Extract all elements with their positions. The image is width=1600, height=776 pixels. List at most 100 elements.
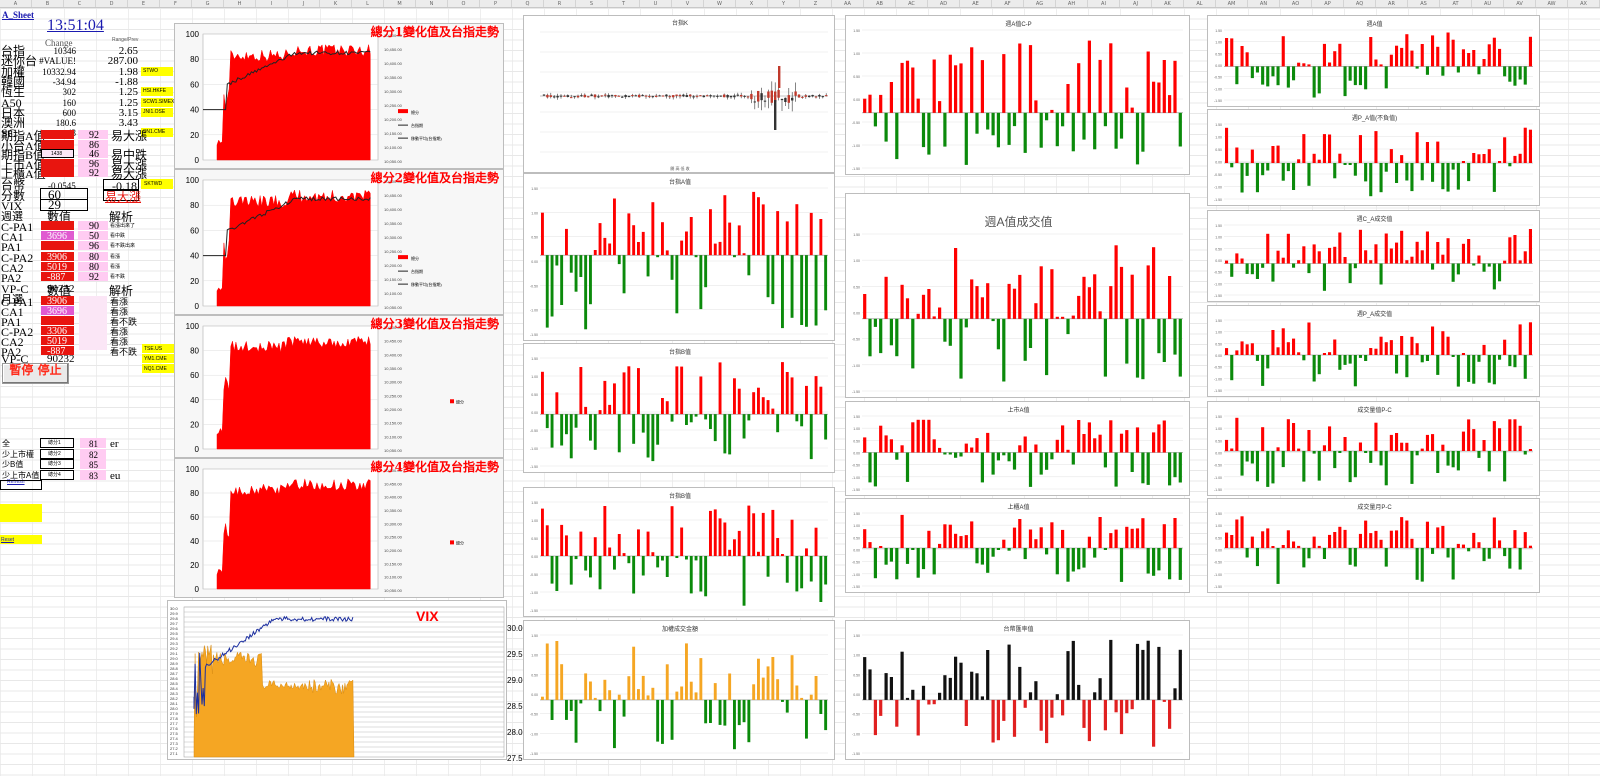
column-header[interactable]: AD [928,0,960,7]
tag-cell[interactable] [141,87,173,97]
chart-title: 總分3變化值及台指走勢 [371,316,499,331]
refresh-link[interactable]: Refresh [7,479,25,485]
monthly-row-bar[interactable] [41,306,74,315]
weekly-row-bar[interactable] [41,241,74,251]
column-header[interactable]: AT [1440,0,1472,7]
column-header[interactable]: AC [896,0,928,7]
column-header[interactable]: AU [1472,0,1504,7]
weekly-row-bar[interactable] [41,251,74,261]
column-header[interactable]: AN [1248,0,1280,7]
a-value-box[interactable] [41,149,74,159]
column-header[interactable]: AK [1152,0,1184,7]
column-header[interactable]: AG [1024,0,1056,7]
column-header[interactable]: S [576,0,608,7]
a-value-bar[interactable] [41,139,74,149]
column-header[interactable]: Q [512,0,544,7]
y-tick-label: 29.2 [170,646,179,651]
column-header[interactable]: AM [1216,0,1248,7]
monthly-row-bar[interactable] [41,346,74,355]
column-header[interactable]: AH [1056,0,1088,7]
score-row-box[interactable] [40,469,74,480]
score-row-box[interactable] [40,438,74,448]
tag-cell[interactable] [142,364,174,373]
column-header[interactable]: AA [832,0,864,7]
tag-cell[interactable] [142,354,174,363]
column-header[interactable]: A [0,0,32,7]
column-header[interactable]: AQ [1344,0,1376,7]
monthly-row-bar[interactable] [41,336,74,345]
a-value-bar[interactable] [41,168,74,178]
tag-cell[interactable] [141,179,173,189]
column-header[interactable]: AP [1312,0,1344,7]
a-value-bar[interactable] [41,158,74,168]
column-header[interactable]: N [416,0,448,7]
sheet-link[interactable]: A_Sheet [2,10,34,20]
score-row-box[interactable] [40,448,74,459]
column-header[interactable]: U [640,0,672,7]
column-header[interactable]: F [160,0,192,7]
monthly-row-bar[interactable] [41,296,74,305]
bar-up [1245,52,1249,67]
column-header[interactable]: AO [1280,0,1312,7]
column-header[interactable]: I [256,0,288,7]
tag-cell[interactable] [141,107,173,117]
bar-up [1087,422,1091,453]
column-header[interactable]: V [672,0,704,7]
monthly-row-bar[interactable] [41,326,74,335]
bar-up [1087,536,1091,549]
column-header[interactable]: AR [1376,0,1408,7]
column-header[interactable]: T [608,0,640,7]
tag-cell[interactable] [142,344,174,353]
pause-stop-button[interactable]: 暫停 停止 [2,363,69,384]
y-tick-label: -1.00 [530,591,538,595]
column-header[interactable]: K [320,0,352,7]
column-header[interactable]: AE [960,0,992,7]
reset-link[interactable]: Reset [1,537,15,543]
highlight-cell[interactable] [0,504,42,522]
column-header[interactable]: G [192,0,224,7]
weekly-row-bar[interactable] [41,272,74,281]
weekly-row-bar[interactable] [41,231,74,241]
bar-up [1379,539,1383,548]
y2-tick-label: 10,500.00 [384,179,403,184]
column-header[interactable]: O [448,0,480,7]
column-header[interactable]: P [480,0,512,7]
column-header[interactable]: E [128,0,160,7]
column-header[interactable]: W [704,0,736,7]
tag-cell[interactable] [141,97,173,107]
column-header[interactable]: D [96,0,128,7]
column-header[interactable]: AV [1504,0,1536,7]
column-header[interactable]: AB [864,0,896,7]
column-header[interactable]: AS [1408,0,1440,7]
column-header[interactable]: X [736,0,768,7]
column-header[interactable]: J [288,0,320,7]
column-header[interactable]: AF [992,0,1024,7]
score-row-box[interactable] [40,459,74,469]
score-signal-box[interactable] [103,190,139,201]
highlight-cell[interactable] [0,535,42,544]
column-header[interactable]: R [544,0,576,7]
column-header[interactable]: AI [1088,0,1120,7]
column-header[interactable]: AW [1536,0,1568,7]
column-header[interactable]: C [64,0,96,7]
twd-change-box[interactable] [103,179,139,190]
column-header[interactable]: B [32,0,64,7]
weekly-row-bar[interactable] [41,221,74,230]
bar-up [1066,449,1070,453]
weekly-row-bar[interactable] [41,261,74,271]
column-header[interactable]: M [384,0,416,7]
a-value-bar[interactable] [41,130,74,139]
refresh-box[interactable] [0,480,42,490]
chart-title: 台指K [672,19,688,27]
column-header[interactable]: AJ [1120,0,1152,7]
column-header[interactable]: AL [1184,0,1216,7]
column-header[interactable]: Z [800,0,832,7]
tag-cell[interactable] [141,66,173,76]
column-header[interactable]: H [224,0,256,7]
vix-box[interactable] [40,199,88,211]
column-header[interactable]: L [352,0,384,7]
column-header[interactable]: Y [768,0,800,7]
column-header[interactable]: AX [1568,0,1600,7]
monthly-row-bar[interactable] [41,316,74,325]
tag-cell[interactable] [141,128,173,138]
